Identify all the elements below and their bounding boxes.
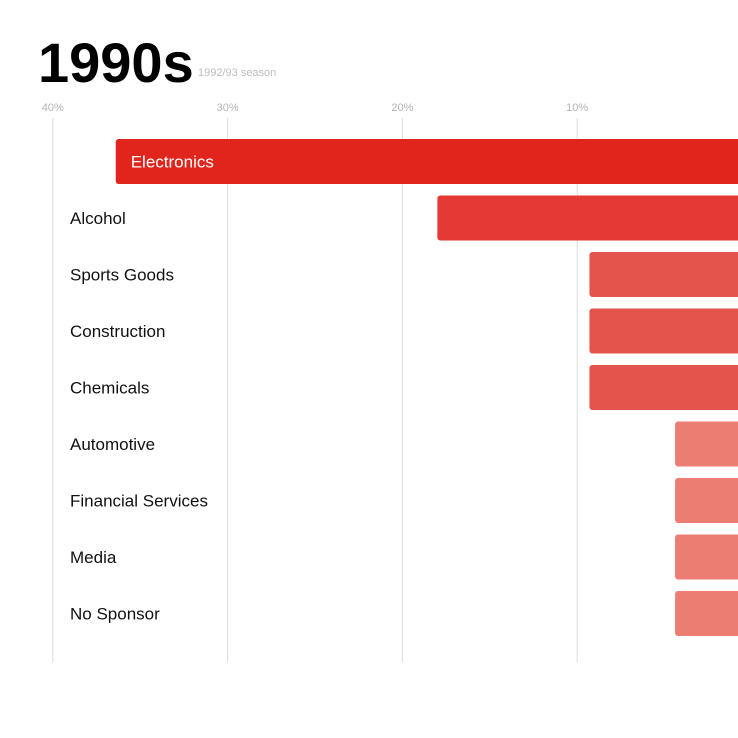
bar bbox=[675, 421, 738, 467]
x-tick-label: 10% bbox=[566, 102, 588, 114]
chart-title: 1990s bbox=[38, 31, 194, 94]
category-label: Alcohol bbox=[70, 209, 126, 228]
category-label: Electronics bbox=[131, 153, 214, 172]
x-axis-ticks: 40% 30% 20% 10% bbox=[42, 102, 589, 114]
bar bbox=[437, 195, 738, 241]
bar bbox=[589, 308, 738, 354]
category-label: Chemicals bbox=[70, 379, 149, 398]
x-tick-label: 40% bbox=[42, 102, 64, 114]
category-label: No Sponsor bbox=[70, 605, 160, 624]
category-label: Automotive bbox=[70, 435, 155, 454]
category-label: Sports Goods bbox=[70, 266, 174, 285]
bar bbox=[115, 139, 738, 184]
category-labels: Electronics Alcohol Sports Goods Constructi… bbox=[70, 153, 214, 624]
chart-subtitle: 1992/93 season bbox=[198, 67, 276, 79]
category-label: Media bbox=[70, 548, 117, 567]
bars bbox=[115, 139, 738, 636]
category-label: Financial Services bbox=[70, 492, 208, 511]
bar bbox=[589, 365, 738, 410]
bar bbox=[675, 534, 738, 580]
x-tick-label: 20% bbox=[391, 102, 413, 114]
x-tick-label: 30% bbox=[217, 102, 239, 114]
category-label: Construction bbox=[70, 322, 165, 341]
bar bbox=[589, 252, 738, 297]
bar bbox=[675, 478, 738, 523]
bar bbox=[675, 591, 738, 636]
